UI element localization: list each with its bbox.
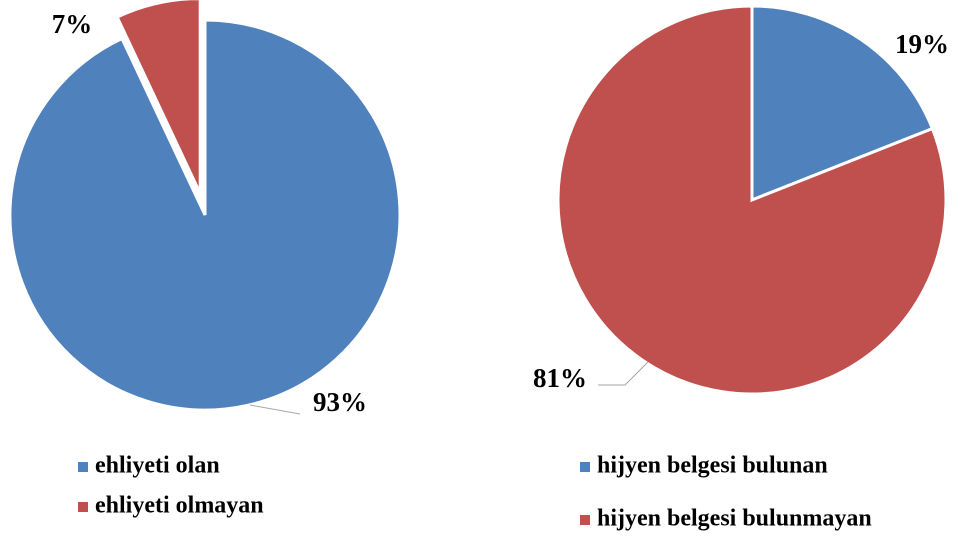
legend-label: hijyen belgesi bulunan: [597, 453, 828, 479]
leader-line: [598, 361, 649, 386]
data-label: 93%: [313, 387, 367, 417]
pie-slice: [115, 0, 202, 195]
legend-label: hijyen belgesi bulunmayan: [597, 506, 872, 532]
data-label: 7%: [52, 9, 93, 39]
data-label: 19%: [895, 29, 949, 59]
pie-slice: [8, 18, 402, 412]
legend-swatch: [78, 502, 88, 512]
leader-line: [249, 404, 301, 415]
legend-swatch: [580, 515, 590, 525]
data-label: 81%: [533, 363, 587, 393]
pie-slice: [750, 4, 935, 203]
legend-swatch: [78, 462, 88, 472]
legend-label: ehliyeti olan: [95, 453, 220, 479]
legend-swatch: [580, 462, 590, 472]
legend-label: ehliyeti olmayan: [95, 493, 264, 519]
pie-slice: [556, 4, 948, 396]
